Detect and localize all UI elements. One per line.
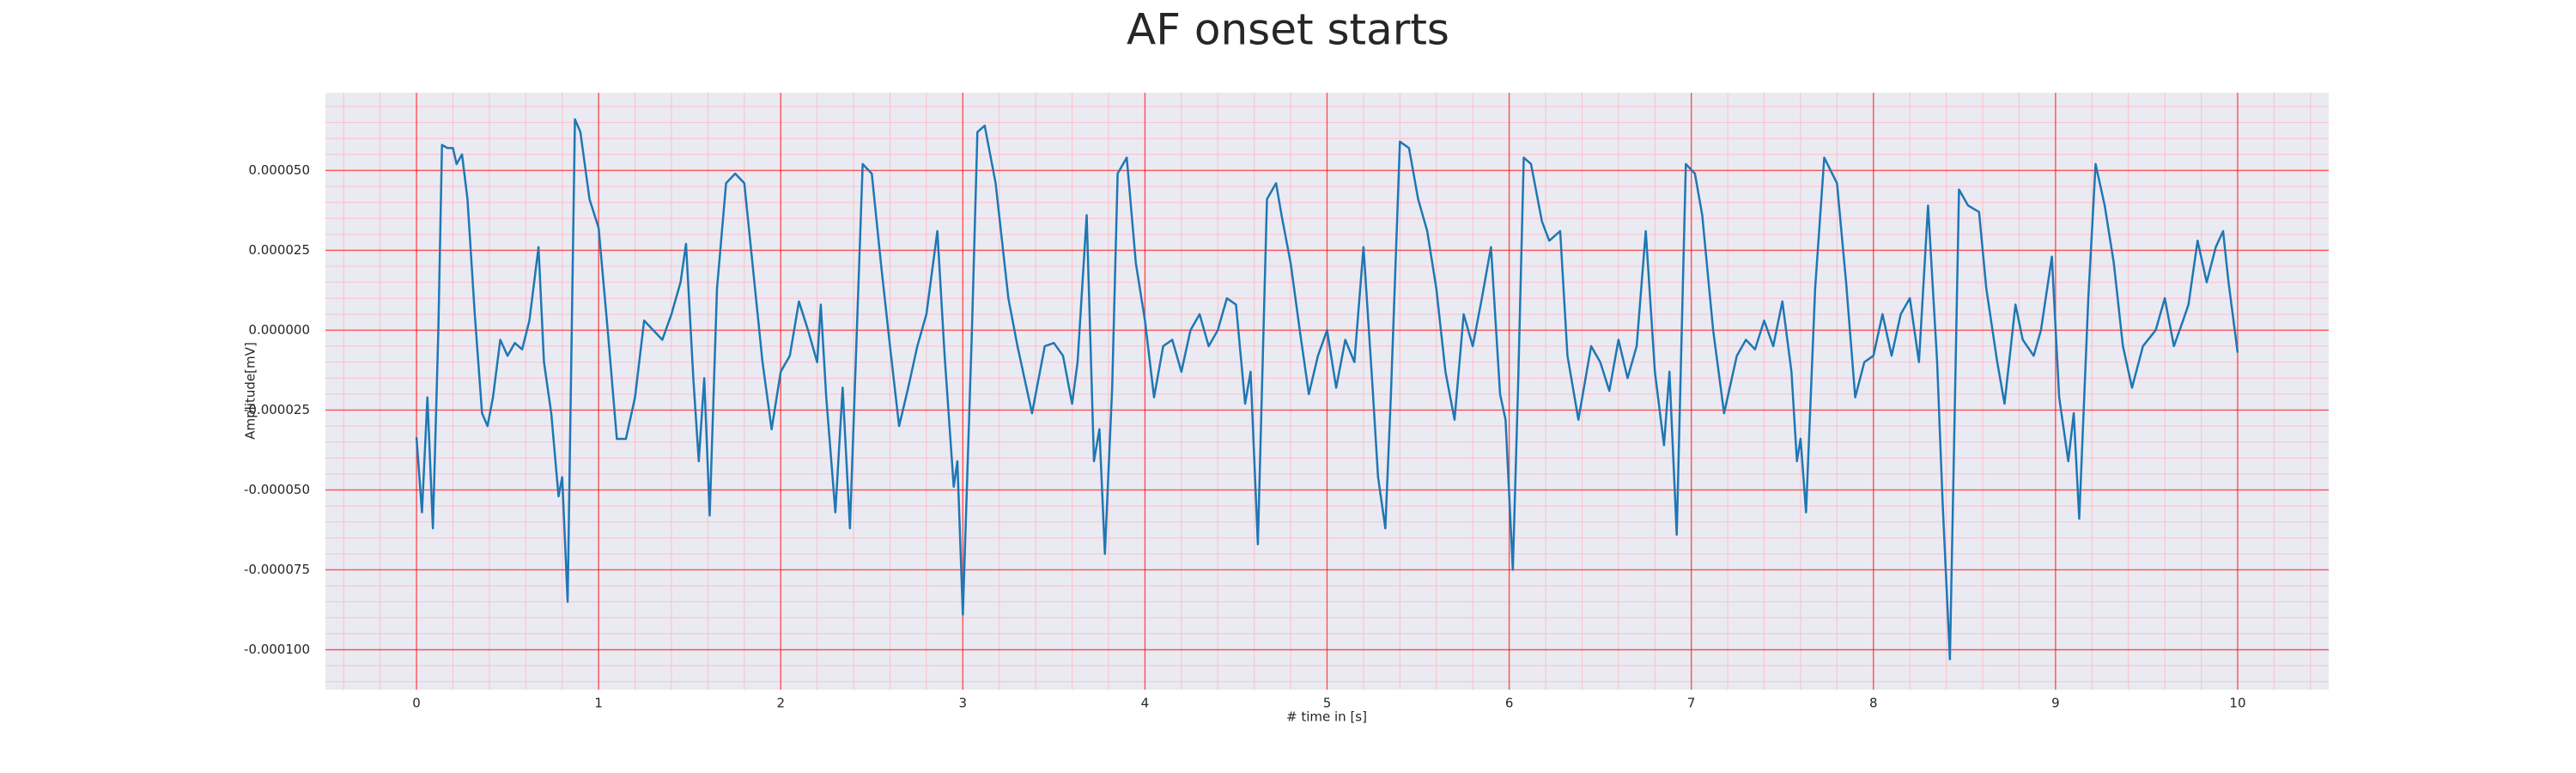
x-tick-label: 8 [1869,696,1878,711]
y-tick-label: 0.000050 [248,162,310,178]
y-tick-label: -0.000075 [244,562,310,577]
x-tick-label: 4 [1141,696,1150,711]
y-tick-label: 0.000025 [248,242,310,258]
x-tick-label: 10 [2229,696,2245,711]
x-tick-label: 1 [594,696,603,711]
signal-line [415,118,2239,660]
y-tick-label: -0.000100 [244,642,310,657]
y-tick-label: -0.000025 [244,402,310,417]
y-tick-label: -0.000050 [244,482,310,497]
x-tick-label: 9 [2051,696,2060,711]
chart-title: AF onset starts [1127,5,1449,55]
x-axis-label: # time in [s] [1286,709,1367,725]
x-tick-label: 3 [959,696,968,711]
x-tick-label: 0 [412,696,421,711]
y-tick-label: 0.000000 [248,322,310,338]
x-tick-label: 6 [1505,696,1514,711]
x-tick-label: 7 [1687,696,1696,711]
x-tick-label: 2 [776,696,785,711]
y-axis-label: Amplitude[mV] [243,342,258,439]
x-tick-label: 5 [1323,696,1332,711]
